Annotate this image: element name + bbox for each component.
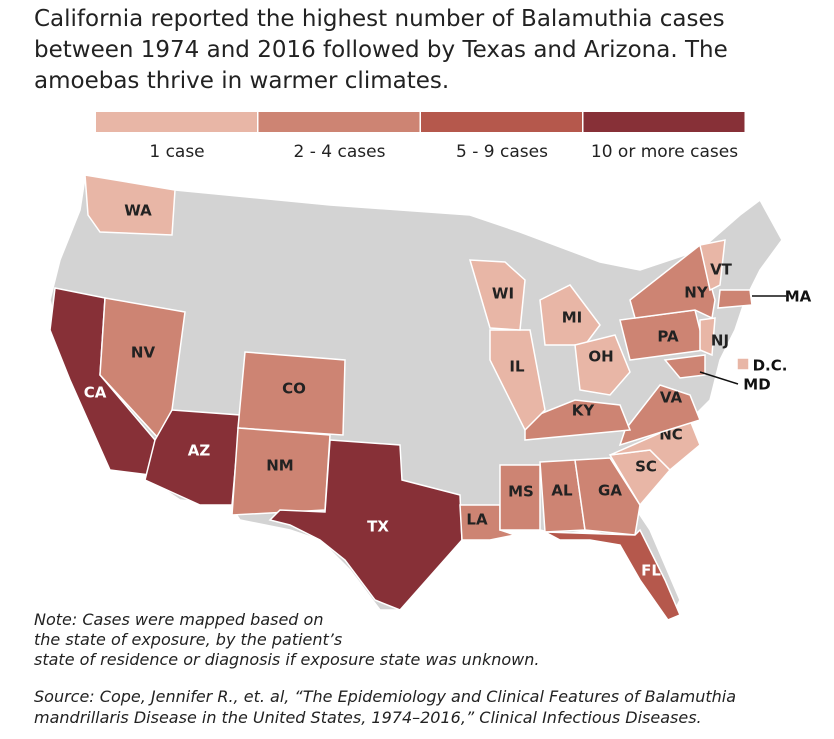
state-label: FL [641,562,661,580]
state-label: NY [684,284,709,302]
state [237,351,346,436]
state-label: PA [657,328,679,346]
source: Source: Cope, Jennifer R., et. al, “The … [34,686,736,728]
state [468,259,526,331]
state [699,239,726,292]
state-label: MD [743,376,770,394]
state-label: NJ [711,332,729,350]
note: Note: Cases were mapped based on the stat… [34,610,539,670]
source-line: mandrillaris Disease in the United State… [34,708,702,727]
state-label: VA [660,389,683,407]
legend-label: 2 - 4 cases [294,142,386,162]
legend-label: 1 case [149,142,204,162]
source-line: Source: Cope, Jennifer R., et. al, “The … [34,687,737,706]
leader-line [699,371,739,385]
state-label: AZ [188,442,211,460]
legend-swatch [421,112,582,132]
state-label: TX [367,518,389,536]
state-label: OH [588,348,613,366]
state-label: VT [710,261,733,279]
state-label: CA [84,384,107,402]
state-label: IL [509,358,525,376]
state-label: MI [562,309,583,327]
title: California reported the highest number o… [34,4,728,97]
note-line: state of residence or diagnosis if expos… [34,650,540,669]
note-line: Note: Cases were mapped based on [34,610,324,629]
legend-label: 5 - 9 cases [456,142,548,162]
state-label: SC [635,458,657,476]
state [489,329,546,432]
state-label: D.C. [753,357,788,375]
title-line: amoebas thrive in warmer climates. [34,68,450,94]
state [699,317,716,357]
state-label: NV [131,344,156,362]
legend-swatch [96,112,257,132]
state-label: WI [492,285,514,303]
state-label: LA [466,511,488,529]
title-line: California reported the highest number o… [34,6,725,32]
state [544,528,681,621]
state [717,289,753,309]
state-label: MS [508,483,534,501]
note-line: the state of exposure, by the patient’s [34,630,343,649]
state [736,357,750,371]
legend-swatch [583,112,745,132]
state [524,399,632,441]
state [539,284,601,346]
state [268,439,463,611]
state [618,384,701,447]
state-label: CO [282,380,306,398]
state-label: KY [572,402,596,420]
state-label: NM [266,457,293,475]
title-line: between 1974 and 2016 followed by Texas … [34,37,728,63]
state-label: WA [124,202,152,220]
legend-label: 10 or more cases [591,142,738,162]
state-label: AL [551,482,573,500]
state-label: GA [598,482,622,500]
legend-swatch [258,112,420,132]
state-label: MA [785,288,812,306]
state [574,334,631,396]
state [663,354,706,379]
state [499,464,541,531]
state [84,174,176,236]
state [574,457,641,536]
